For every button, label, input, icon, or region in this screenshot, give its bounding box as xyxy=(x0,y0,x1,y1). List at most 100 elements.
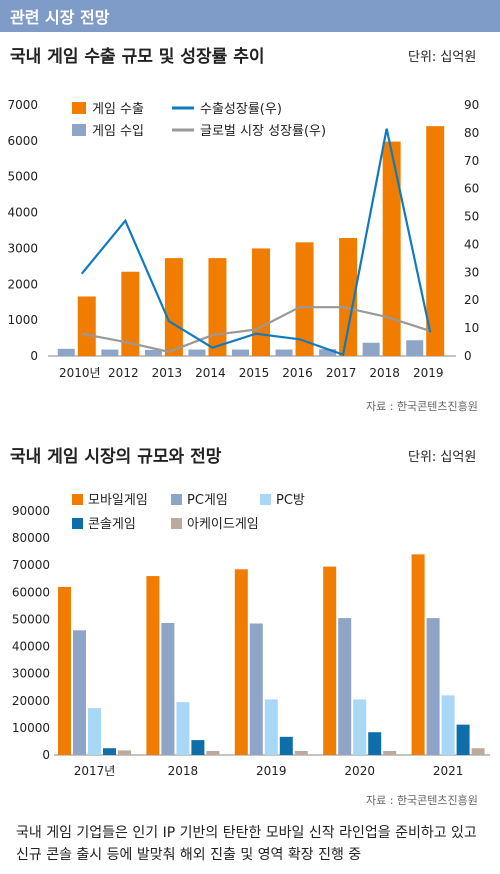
y-tick-label: 6000 xyxy=(7,134,38,148)
growth-line xyxy=(80,128,432,357)
legend-swatch xyxy=(260,494,271,505)
y-tick-label: 3000 xyxy=(7,241,38,255)
y2-tick-label: 10 xyxy=(464,321,479,335)
y-tick-label: 50000 xyxy=(12,612,50,626)
market-bar xyxy=(426,618,440,755)
legend-label: 글로벌 시장 성장률(우) xyxy=(200,124,326,139)
x-tick-label: 2019 xyxy=(256,764,287,778)
market-bar xyxy=(234,569,248,755)
chart2-source: 자료 : 한국콘텐츠진흥원 xyxy=(366,794,478,807)
y-tick-label: 5000 xyxy=(7,170,38,184)
x-tick-label: 2016 xyxy=(282,366,313,380)
market-bar xyxy=(411,554,425,755)
y2-tick-label: 80 xyxy=(464,126,479,140)
import-bar xyxy=(101,349,119,356)
market-bar xyxy=(323,566,337,755)
market-bar xyxy=(176,702,190,755)
chart1-title: 국내 게임 수출 규모 및 성장률 추이 xyxy=(10,47,265,67)
export-bar xyxy=(121,271,140,356)
export-bar xyxy=(164,258,183,356)
y-tick-label: 30000 xyxy=(12,667,50,681)
x-tick-label: 2018 xyxy=(168,764,199,778)
legend-label: 게임 수입 xyxy=(92,124,144,139)
import-bar xyxy=(144,349,162,356)
legend-swatch xyxy=(72,518,83,529)
import-bar xyxy=(319,349,337,356)
market-bar xyxy=(161,622,175,755)
y-tick-label: 70000 xyxy=(12,558,50,572)
export-bar xyxy=(339,238,358,356)
export-bar xyxy=(382,141,401,356)
y-tick-label: 2000 xyxy=(7,277,38,291)
y-tick-label: 10000 xyxy=(12,721,50,735)
x-tick-label: 2018 xyxy=(369,366,400,380)
y-tick-label: 1000 xyxy=(7,313,38,327)
market-bar xyxy=(338,618,352,755)
market-bar xyxy=(58,586,71,755)
chart2-unit: 단위: 십억원 xyxy=(408,450,477,465)
market-bar xyxy=(471,748,485,755)
y2-tick-label: 40 xyxy=(464,237,479,251)
legend-swatch xyxy=(72,102,86,114)
y-tick-label: 60000 xyxy=(12,585,50,599)
x-tick-label: 2014 xyxy=(195,366,226,380)
market-bar xyxy=(264,699,278,755)
export-bar xyxy=(208,258,227,356)
market-bar xyxy=(103,748,116,755)
legend-swatch xyxy=(171,494,182,505)
y2-tick-label: 20 xyxy=(464,293,479,307)
y2-tick-label: 90 xyxy=(464,98,479,112)
x-tick-label: 2012 xyxy=(108,366,139,380)
x-tick-label: 2019 xyxy=(413,366,444,380)
market-bar xyxy=(456,724,470,755)
section-header: 관련 시장 전망 xyxy=(0,0,500,32)
y2-tick-label: 0 xyxy=(464,349,472,363)
import-bar xyxy=(188,349,206,356)
market-bar xyxy=(191,740,205,755)
x-tick-label: 2017년 xyxy=(74,764,116,778)
y-tick-label: 80000 xyxy=(12,531,50,545)
market-bar xyxy=(383,750,397,755)
legend-label: 아케이드게임 xyxy=(187,517,259,532)
y-tick-label: 20000 xyxy=(12,694,50,708)
y2-tick-label: 30 xyxy=(464,265,479,279)
legend-swatch xyxy=(72,494,83,505)
import-bar xyxy=(275,349,293,356)
y2-tick-label: 50 xyxy=(464,210,479,224)
export-bar xyxy=(77,296,96,356)
import-bar xyxy=(232,349,249,356)
export-bar xyxy=(295,242,314,356)
chart1-unit: 단위: 십억원 xyxy=(408,50,477,65)
legend-swatch xyxy=(171,518,182,529)
x-tick-label: 2010년 xyxy=(59,366,101,380)
legend-label: 수출성장률(우) xyxy=(200,102,282,117)
y2-tick-label: 60 xyxy=(464,182,479,196)
chart2-market-forecast: 90000 80000 70000 60000 50000 40000 30000 20000… xyxy=(12,493,490,778)
market-bar xyxy=(294,750,308,755)
growth-line xyxy=(81,306,431,353)
y-tick-label: 90000 xyxy=(12,504,50,518)
x-tick-label: 2013 xyxy=(152,366,183,380)
legend-label: PC방 xyxy=(276,493,305,508)
y2-tick-label: 70 xyxy=(464,154,479,168)
market-bar xyxy=(441,695,455,755)
section-title: 관련 시장 전망 xyxy=(10,8,110,27)
x-tick-label: 2017 xyxy=(326,366,357,380)
market-bar xyxy=(146,576,160,755)
export-bar xyxy=(252,248,270,356)
y-tick-label: 0 xyxy=(42,748,50,762)
chart1-export-growth: 7000 6000 5000 4000 3000 2000 1000 0 90 80 70 60 50 4… xyxy=(7,98,479,380)
export-bar xyxy=(426,126,445,356)
market-bar xyxy=(73,630,86,755)
x-tick-label: 2015 xyxy=(239,366,270,380)
market-bar xyxy=(249,623,263,755)
market-bar xyxy=(206,750,220,755)
footnote: 국내 게임 기업들은 인기 IP 기반의 탄탄한 모바일 신작 라인업을 준비하… xyxy=(16,825,477,863)
market-bar xyxy=(88,708,101,755)
chart2-title: 국내 게임 시장의 규모와 전망 xyxy=(10,447,222,467)
x-tick-label: 2020 xyxy=(344,764,375,778)
import-bar xyxy=(362,342,380,356)
chart1-source: 자료 : 한국콘텐츠진흥원 xyxy=(366,400,478,413)
import-bar xyxy=(406,340,424,356)
legend-label: 모바일게임 xyxy=(88,493,148,508)
